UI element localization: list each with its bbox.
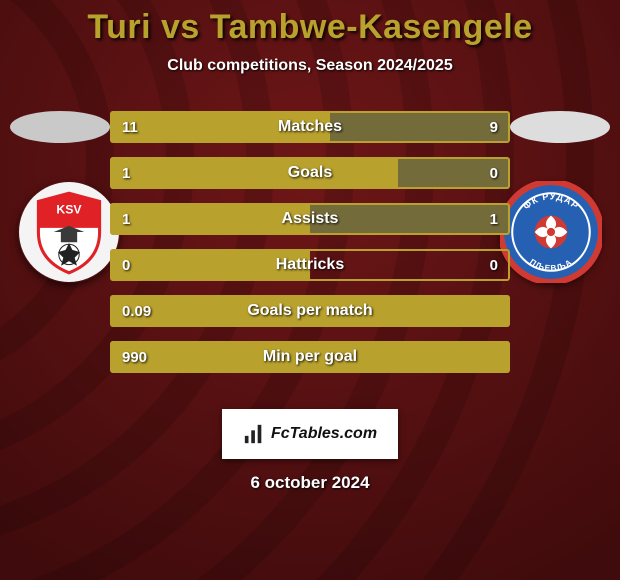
stat-value-left: 1 xyxy=(110,203,142,235)
stat-row: Min per goal990 xyxy=(110,341,510,373)
subtitle: Club competitions, Season 2024/2025 xyxy=(0,57,620,75)
stat-label: Min per goal xyxy=(110,341,510,373)
shadow-ellipse-right xyxy=(510,111,610,143)
stat-value-right xyxy=(486,295,510,327)
stat-label: Assists xyxy=(110,203,510,235)
stat-value-left: 1 xyxy=(110,157,142,189)
stat-label: Goals per match xyxy=(110,295,510,327)
date-label: 6 october 2024 xyxy=(0,473,620,493)
stat-value-left: 0 xyxy=(110,249,142,281)
team-badge-right: ФК РУДАР ПЉЕВЉА xyxy=(500,181,602,283)
stat-label: Matches xyxy=(110,111,510,143)
stat-value-right: 0 xyxy=(478,249,510,281)
stat-row: Assists1 1 xyxy=(110,203,510,235)
stat-value-left: 990 xyxy=(110,341,159,373)
stat-value-left: 0.09 xyxy=(110,295,163,327)
stat-value-right: 0 xyxy=(478,157,510,189)
shadow-ellipse-left xyxy=(10,111,110,143)
stat-value-left: 11 xyxy=(110,111,150,143)
svg-text:KSV: KSV xyxy=(56,203,82,217)
team-badge-left: KSV xyxy=(18,181,120,283)
stat-row: Goals1 0 xyxy=(110,157,510,189)
stat-value-right xyxy=(486,341,510,373)
page-title: Turi vs Tambwe-Kasengele xyxy=(0,8,620,47)
bars-chart-icon xyxy=(243,423,265,445)
comparison-bars: Matches119Goals10Assists11Hattricks00Goa… xyxy=(110,111,510,373)
stat-value-right: 9 xyxy=(478,111,510,143)
stat-label: Goals xyxy=(110,157,510,189)
fctables-logo: FcTables.com xyxy=(222,409,398,459)
logo-text: FcTables.com xyxy=(271,425,377,443)
stat-value-right: 1 xyxy=(478,203,510,235)
stat-label: Hattricks xyxy=(110,249,510,281)
stat-row: Matches11 9 xyxy=(110,111,510,143)
stat-row: Goals per match0.09 xyxy=(110,295,510,327)
stat-row: Hattricks0 0 xyxy=(110,249,510,281)
